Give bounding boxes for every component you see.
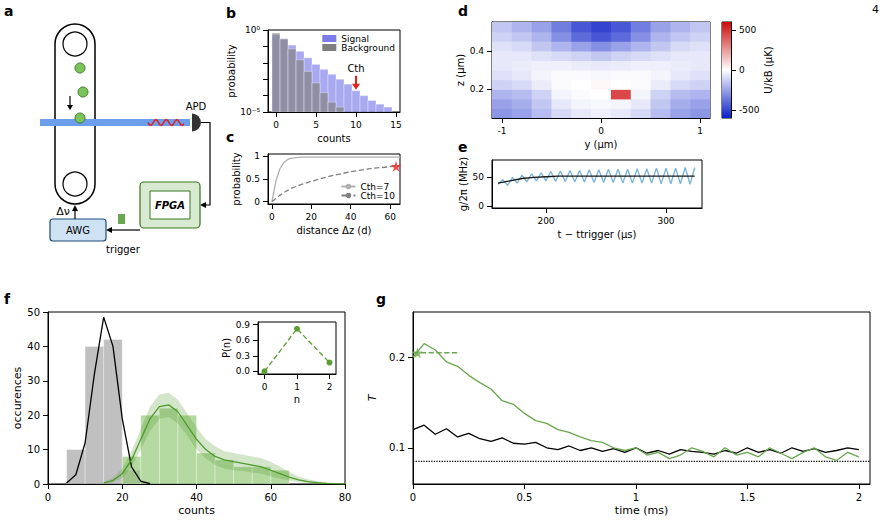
svg-text:counts: counts [178, 504, 215, 517]
svg-text:APD: APD [186, 101, 207, 112]
svg-text:0: 0 [262, 382, 268, 392]
svg-text:U/kB (μK): U/kB (μK) [763, 46, 774, 93]
svg-text:1: 1 [294, 382, 300, 392]
svg-text:P(n): P(n) [221, 338, 232, 358]
svg-text:b: b [226, 5, 236, 21]
svg-text:distance Δz (d): distance Δz (d) [297, 225, 372, 236]
svg-text:1.5: 1.5 [739, 492, 755, 503]
svg-text:2: 2 [327, 382, 333, 392]
svg-text:10⁰: 10⁰ [245, 25, 260, 35]
svg-text:T: T [366, 393, 379, 401]
svg-text:30: 30 [27, 375, 40, 386]
svg-text:200: 200 [537, 216, 554, 226]
svg-text:0: 0 [254, 197, 260, 207]
svg-text:60: 60 [264, 492, 277, 503]
svg-text:0.3: 0.3 [236, 351, 250, 361]
svg-text:5: 5 [313, 120, 319, 130]
svg-text:10: 10 [350, 120, 362, 130]
svg-text:20: 20 [27, 410, 40, 421]
svg-text:0.4: 0.4 [470, 46, 485, 56]
svg-text:probability: probability [231, 152, 242, 205]
svg-text:0: 0 [410, 492, 416, 503]
svg-text:0: 0 [34, 479, 40, 490]
svg-text:20: 20 [306, 212, 318, 222]
svg-text:c: c [226, 129, 234, 145]
svg-text:0.1: 0.1 [389, 442, 405, 453]
svg-text:40: 40 [190, 492, 203, 503]
svg-text:0: 0 [739, 65, 745, 75]
svg-text:z (μm): z (μm) [455, 54, 466, 86]
svg-text:e: e [458, 139, 468, 155]
svg-text:10: 10 [27, 444, 40, 455]
svg-text:0.9: 0.9 [236, 320, 251, 330]
svg-text:1: 1 [697, 126, 703, 136]
svg-text:f: f [4, 291, 11, 307]
svg-text:Background: Background [341, 43, 395, 53]
svg-text:a: a [4, 3, 13, 19]
svg-text:0.0: 0.0 [236, 366, 251, 376]
svg-text:0.6: 0.6 [236, 335, 251, 345]
svg-text:0: 0 [598, 126, 604, 136]
svg-text:Cth=7: Cth=7 [360, 181, 390, 192]
svg-text:15: 15 [390, 120, 401, 130]
svg-text:y (μm): y (μm) [584, 139, 617, 150]
svg-text:AWG: AWG [66, 225, 90, 236]
svg-text:-1: -1 [497, 126, 506, 136]
svg-text:d: d [458, 3, 468, 19]
svg-text:0.2: 0.2 [389, 352, 405, 363]
svg-text:40: 40 [27, 341, 40, 352]
svg-text:2: 2 [856, 492, 862, 503]
svg-text:500: 500 [739, 25, 756, 35]
svg-text:10⁻⁵: 10⁻⁵ [240, 107, 260, 117]
svg-text:Signal: Signal [341, 33, 369, 44]
svg-text:60: 60 [384, 212, 396, 222]
svg-text:t − ttrigger (μs): t − ttrigger (μs) [558, 229, 637, 240]
svg-text:g/2π (MHz): g/2π (MHz) [458, 157, 469, 212]
svg-text:probability: probability [226, 44, 237, 97]
svg-text:20: 20 [116, 492, 129, 503]
svg-text:0.5: 0.5 [517, 492, 533, 503]
svg-text:Cth: Cth [347, 63, 364, 74]
svg-text:trigger: trigger [106, 244, 141, 255]
svg-text:300: 300 [657, 216, 674, 226]
svg-text:0: 0 [45, 492, 51, 503]
svg-text:counts: counts [317, 133, 350, 144]
svg-text:n: n [294, 394, 300, 405]
svg-text:1: 1 [254, 151, 260, 161]
svg-text:0: 0 [273, 120, 279, 130]
svg-text:1: 1 [633, 492, 639, 503]
svg-text:4: 4 [872, 3, 879, 16]
svg-text:40: 40 [345, 212, 357, 222]
svg-text:0.2: 0.2 [470, 84, 484, 94]
svg-text:50: 50 [473, 172, 485, 182]
svg-text:occurences: occurences [11, 367, 24, 430]
svg-text:g: g [376, 291, 386, 307]
svg-text:0.5: 0.5 [246, 174, 260, 184]
svg-text:80: 80 [339, 492, 352, 503]
svg-text:FPGA: FPGA [155, 200, 185, 211]
svg-text:50: 50 [27, 307, 40, 318]
svg-text:time (ms): time (ms) [615, 504, 668, 517]
svg-text:Δν: Δν [56, 205, 70, 218]
svg-text:0: 0 [478, 201, 484, 211]
svg-text:0: 0 [269, 212, 275, 222]
svg-text:Cth=10: Cth=10 [360, 191, 395, 201]
svg-text:-500: -500 [739, 105, 760, 115]
